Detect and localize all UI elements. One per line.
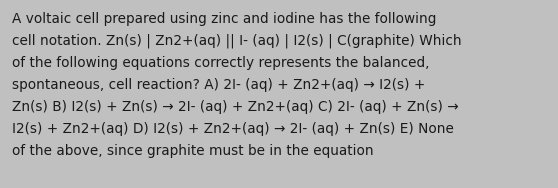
Text: of the following equations correctly represents the balanced,: of the following equations correctly rep… [12, 56, 430, 70]
Text: A voltaic cell prepared using zinc and iodine has the following: A voltaic cell prepared using zinc and i… [12, 12, 436, 26]
Text: spontaneous, cell reaction? A) 2I- (aq) + Zn2+(aq) → I2(s) +: spontaneous, cell reaction? A) 2I- (aq) … [12, 78, 425, 92]
Text: I2(s) + Zn2+(aq) D) I2(s) + Zn2+(aq) → 2I- (aq) + Zn(s) E) None: I2(s) + Zn2+(aq) D) I2(s) + Zn2+(aq) → 2… [12, 122, 454, 136]
Text: of the above, since graphite must be in the equation: of the above, since graphite must be in … [12, 144, 374, 158]
Text: Zn(s) B) I2(s) + Zn(s) → 2I- (aq) + Zn2+(aq) C) 2I- (aq) + Zn(s) →: Zn(s) B) I2(s) + Zn(s) → 2I- (aq) + Zn2+… [12, 100, 459, 114]
Text: cell notation. Zn(s) | Zn2+(aq) || I- (aq) | I2(s) | C(graphite) Which: cell notation. Zn(s) | Zn2+(aq) || I- (a… [12, 34, 461, 49]
